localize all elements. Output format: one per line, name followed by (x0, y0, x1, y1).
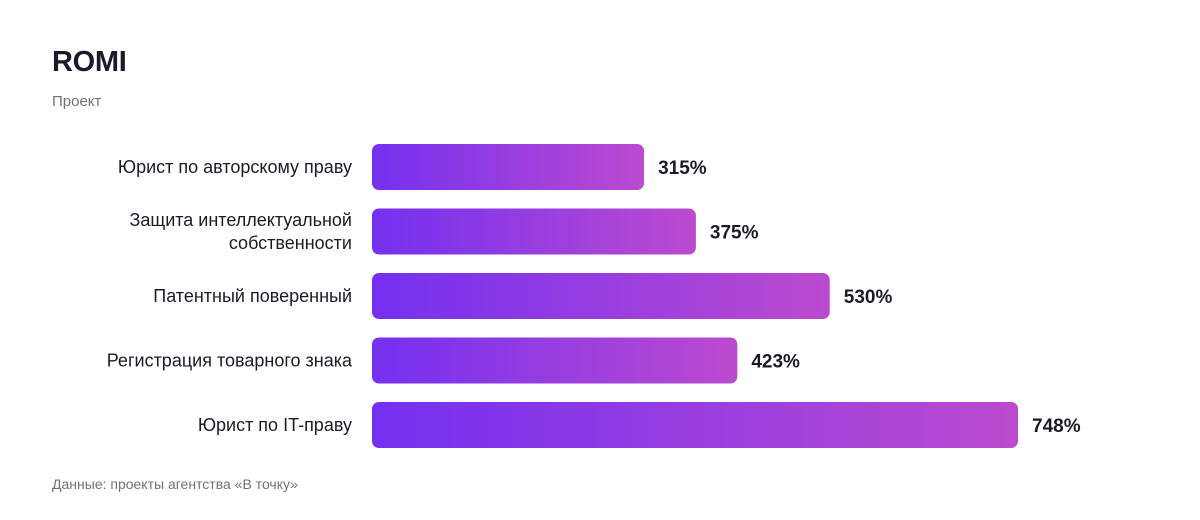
value-label: 375% (710, 223, 759, 244)
category-label: Юрист по IT-праву (198, 415, 352, 435)
chart-source-note: Данные: проекты агентства «В точку» (52, 476, 298, 492)
bar (372, 273, 830, 319)
category-label: Юрист по авторскому праву (118, 157, 352, 177)
category-label: Регистрация товарного знака (107, 351, 353, 371)
chart-title: ROMI (52, 46, 127, 78)
category-label: собственности (229, 233, 352, 253)
bar (372, 208, 696, 255)
bar (372, 144, 645, 190)
value-label: 530% (844, 287, 893, 308)
category-label: Защита интеллектуальной (130, 210, 353, 230)
value-label: 423% (751, 352, 800, 373)
bar (372, 337, 738, 384)
value-label: 748% (1032, 416, 1081, 437)
value-label: 315% (658, 158, 707, 179)
category-label: Патентный поверенный (153, 286, 352, 306)
chart-subtitle: Проект (52, 93, 102, 110)
bar (372, 402, 1019, 448)
